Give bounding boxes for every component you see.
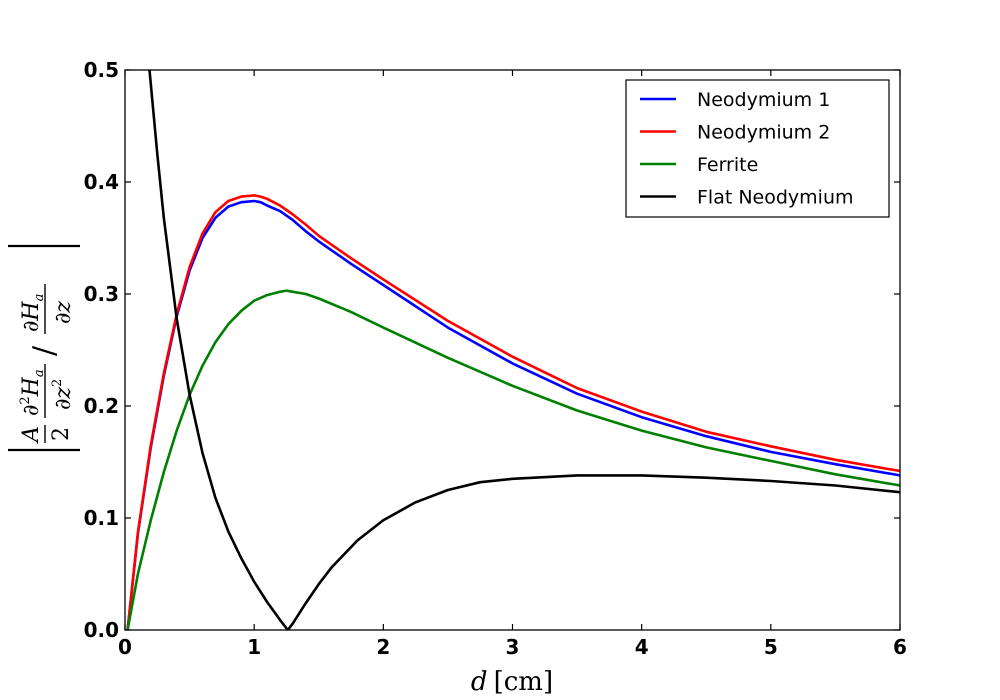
legend-label-neodymium-2: Neodymium 2: [697, 122, 830, 144]
y-tick-label: 0.5: [84, 58, 119, 82]
series-line-flat-neodymium: [148, 70, 900, 630]
ylabel-denominator: ∂z2: [50, 379, 76, 410]
ylabel-slash: /: [27, 345, 62, 356]
x-tick-label: 5: [764, 635, 778, 659]
x-tick-label: 4: [635, 635, 649, 659]
legend-label-flat-neodymium: Flat Neodymium: [697, 187, 854, 209]
y-tick-label: 0.1: [84, 506, 119, 530]
ylabel-factor-num: A: [19, 426, 44, 444]
x-tick-label: 2: [376, 635, 390, 659]
ylabel-numerator: ∂2Ha: [18, 369, 47, 416]
ylabel-denominator-2: ∂z: [51, 301, 76, 324]
y-tick-label: 0.3: [84, 282, 119, 306]
series-line-neodymium-2: [126, 194, 900, 630]
legend-label-ferrite: Ferrite: [697, 154, 758, 176]
x-tick-label: 6: [893, 635, 907, 659]
x-axis-label: d [cm]: [471, 667, 553, 697]
tick-layer: 0 1 2 3 4 5 6 0.0 0.1 0.2 0.3 0.4 0.5: [84, 58, 907, 659]
legend-label-neodymium-1: Neodymium 1: [697, 89, 830, 111]
x-tick-label: 1: [247, 635, 261, 659]
y-tick-label: 0.0: [84, 618, 119, 642]
ylabel-numerator-2: ∂Ha: [19, 294, 47, 332]
series-layer: [126, 70, 900, 630]
legend-box: [625, 79, 890, 218]
series-line-ferrite: [126, 289, 900, 630]
y-tick-label: 0.2: [84, 394, 119, 418]
legend: Neodymium 1 Neodymium 2 Ferrite Flat Neodym…: [625, 79, 890, 218]
x-tick-label: 3: [506, 635, 520, 659]
x-tick-label: 0: [118, 635, 132, 659]
y-axis-label: A 2 ∂2Ha ∂z2 / ∂Ha ∂z: [8, 244, 80, 452]
y-tick-label: 0.4: [84, 170, 119, 194]
ylabel-factor-den: 2: [49, 427, 74, 441]
